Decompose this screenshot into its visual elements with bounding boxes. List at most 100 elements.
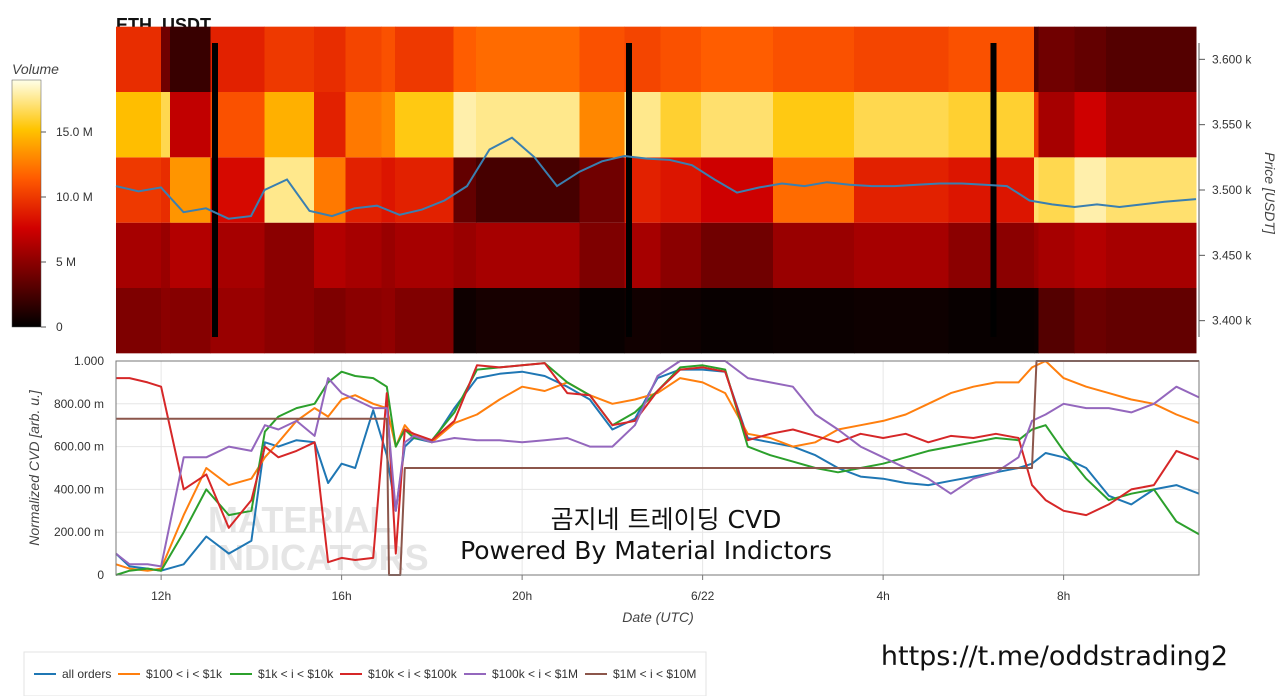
- volume-heatmap: [116, 26, 1197, 354]
- cvd-x-tick-label: 8h: [1057, 589, 1070, 603]
- cvd-y-tick-label: 0: [97, 568, 104, 582]
- heatmap-cell: [395, 157, 454, 223]
- heatmap-cell: [210, 157, 265, 223]
- heatmap-cell: [264, 222, 315, 288]
- heatmap-cell: [579, 222, 625, 288]
- heatmap-cell: [264, 26, 315, 93]
- heatmap-cell: [476, 222, 580, 288]
- heatmap-cell: [701, 222, 774, 288]
- heatmap-cell: [161, 92, 171, 158]
- heatmap-cell: [161, 288, 171, 354]
- heatmap-cell: [264, 92, 315, 158]
- price-line: [115, 136, 1197, 220]
- heatmap-cell: [773, 288, 855, 354]
- price-tick-label: 3.400 k: [1212, 314, 1252, 328]
- heatmap-cell: [701, 26, 774, 93]
- heatmap-cell: [854, 288, 949, 354]
- heatmap-cell: [395, 92, 454, 158]
- heatmap-cell: [345, 222, 382, 288]
- price-axis-ticks: 3.400 k 3.450 k 3.500 k 3.550 k 3.600 k: [1198, 43, 1252, 337]
- heatmap-cell: [1074, 288, 1107, 354]
- heatmap-cell: [1074, 26, 1107, 93]
- heatmap-cell: [579, 288, 625, 354]
- cvd-series-line: [116, 362, 1200, 564]
- heatmap-cell: [701, 92, 774, 158]
- heatmap-cell: [1034, 157, 1039, 223]
- heatmap-cell: [773, 26, 855, 93]
- heatmap-cell: [395, 288, 454, 354]
- heatmap-cell: [1106, 288, 1197, 354]
- heatmap-cell: [453, 26, 477, 93]
- heatmap-cell: [1106, 222, 1197, 288]
- heatmap-cell: [345, 92, 382, 158]
- heatmap-cell: [701, 157, 774, 223]
- colorbar-tick-label: 10.0 M: [56, 190, 93, 204]
- heatmap-cell: [453, 288, 477, 354]
- cvd-x-tick-label: 20h: [512, 589, 532, 603]
- legend-label: $1M < i < $10M: [613, 667, 696, 681]
- heatmap-cell: [395, 222, 454, 288]
- heatmap-cell: [476, 288, 580, 354]
- heatmap-cell: [1074, 157, 1107, 223]
- heatmap-cell: [660, 288, 702, 354]
- cvd-y-tick-label: 1.000: [74, 354, 104, 368]
- cvd-y-tick-label: 200.00 m: [54, 525, 104, 539]
- heatmap-cell: [395, 26, 454, 93]
- heatmap-cell: [579, 92, 625, 158]
- heatmap-cell: [116, 288, 162, 354]
- heatmap-cell: [1038, 157, 1075, 223]
- heatmap-cell: [116, 92, 162, 158]
- heatmap-cell: [345, 288, 382, 354]
- heatmap-cell: [210, 288, 265, 354]
- heatmap-cell: [381, 288, 396, 354]
- heatmap-cell: [345, 26, 382, 93]
- heatmap-gap: [626, 43, 632, 337]
- heatmap-cell: [476, 26, 580, 93]
- heatmap-cell: [381, 222, 396, 288]
- heatmap-gap: [212, 43, 218, 337]
- cvd-plot-frame: [115, 360, 1200, 576]
- heatmap-cell: [210, 222, 265, 288]
- heatmap-cell: [1034, 26, 1039, 93]
- cvd-x-tick-label: 16h: [332, 589, 352, 603]
- heatmap-cell: [1074, 92, 1107, 158]
- heatmap-cell: [381, 92, 396, 158]
- price-axis-label: Price [USDT]: [1262, 152, 1278, 235]
- price-tick-label: 3.550 k: [1212, 118, 1252, 132]
- heatmap-cell: [453, 157, 477, 223]
- cvd-y-axis-label: Normalized CVD [arb. u.]: [26, 389, 42, 546]
- price-tick-label: 3.500 k: [1212, 183, 1252, 197]
- cvd-y-tick-label: 600.00 m: [54, 440, 104, 454]
- heatmap-cell: [1038, 288, 1075, 354]
- annotation-line2: Powered By Material Indictors: [460, 536, 832, 565]
- heatmap-cell: [1038, 222, 1075, 288]
- cvd-x-tick-label: 12h: [151, 589, 171, 603]
- price-tick-label: 3.450 k: [1212, 248, 1252, 262]
- heatmap-cell: [161, 222, 171, 288]
- heatmap-cell: [345, 157, 382, 223]
- cvd-x-tick-label: 4h: [876, 589, 889, 603]
- heatmap-cell: [1034, 288, 1039, 354]
- legend-label: $100k < i < $1M: [492, 667, 578, 681]
- legend-label: $1k < i < $10k: [258, 667, 334, 681]
- cvd-y-ticks: 0 200.00 m 400.00 m 600.00 m 800.00 m 1.000: [54, 354, 104, 582]
- heatmap-cell: [453, 92, 477, 158]
- heatmap-cell: [660, 92, 702, 158]
- heatmap-cell: [660, 157, 702, 223]
- heatmap-gap: [990, 43, 997, 337]
- heatmap-cell: [314, 157, 346, 223]
- heatmap-cell: [701, 288, 774, 354]
- heatmap-cell: [579, 26, 625, 93]
- heatmap-cell: [1074, 222, 1107, 288]
- legend: all orders $100 < i < $1k $1k < i < $10k $1…: [34, 667, 696, 681]
- cvd-x-ticks: 12h 16h 20h 6/22 4h 8h: [151, 575, 1070, 603]
- cvd-series-line: [115, 360, 1200, 572]
- cvd-y-tick-label: 800.00 m: [54, 397, 104, 411]
- footer-url[interactable]: https://t.me/oddstrading2: [881, 641, 1228, 672]
- heatmap-cell: [170, 288, 211, 354]
- colorbar: [11, 79, 42, 328]
- heatmap-cell: [1034, 92, 1039, 158]
- heatmap-cell: [314, 26, 346, 93]
- heatmap-cell: [1106, 26, 1197, 93]
